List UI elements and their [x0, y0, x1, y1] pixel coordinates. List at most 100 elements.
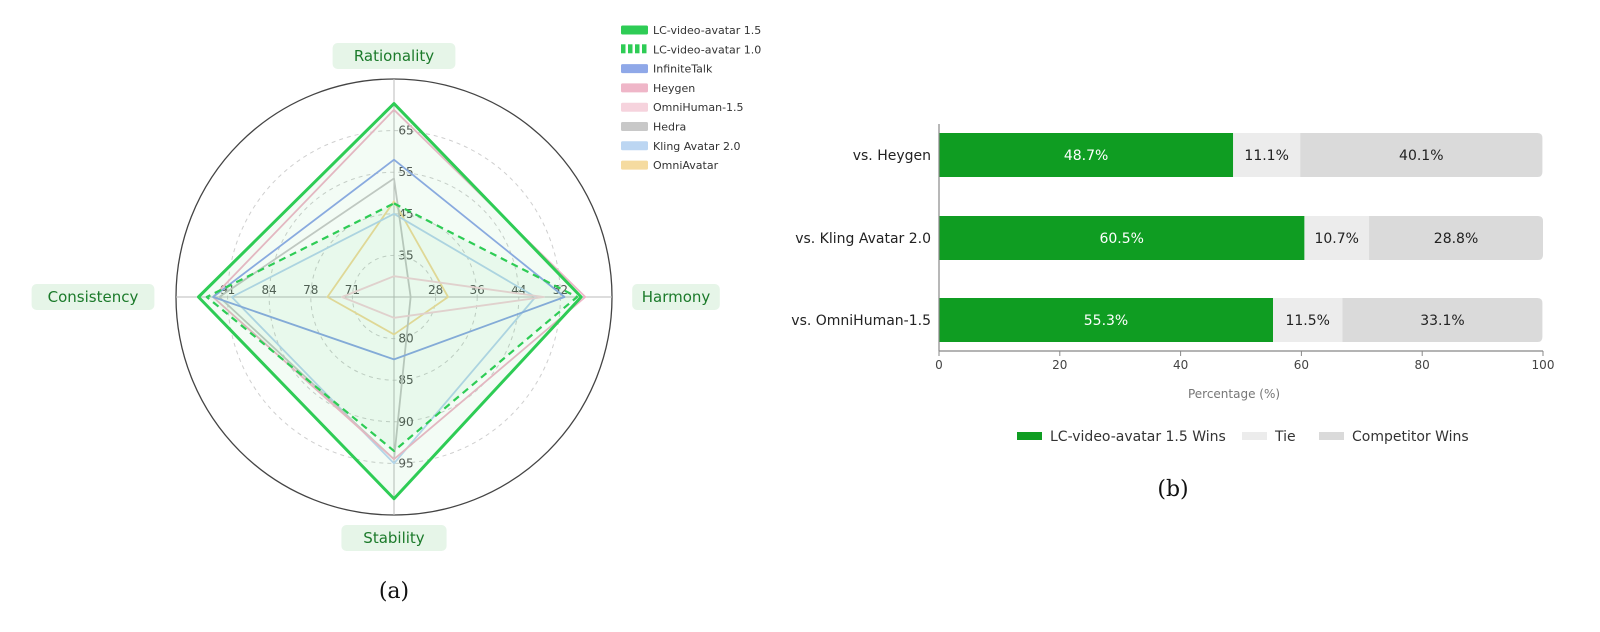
bar-vs-omnihuman-1-5-lc-video-avatar-1-5-wins — [939, 298, 1274, 342]
radar-caption: (a) — [379, 579, 409, 604]
bar-vs-heygen-lc-video-avatar-1-5-wins — [939, 133, 1234, 177]
bar-label-vs-kling-avatar-2-0-competitor-wins: 28.8% — [1434, 231, 1478, 247]
radar-tick-stability-95: 95 — [398, 456, 413, 470]
radar-legend-item-hedra: Hedra — [621, 121, 686, 134]
radar-series-kling-avatar-2-0 — [230, 212, 537, 465]
bar-legend: LC-video-avatar 1.5 Wins Tie Competitor Wi… — [1017, 429, 1469, 445]
radar-legend-item-infinitetalk: InfiniteTalk — [621, 63, 713, 76]
bar-label-vs-heygen-tie: 11.1% — [1244, 148, 1288, 164]
radar-tick-rationality-35: 35 — [398, 248, 413, 262]
bar-legend-label: LC-video-avatar 1.5 Wins — [1050, 429, 1226, 445]
radar-axis-pill-bg — [632, 284, 720, 310]
radar-grid — [175, 78, 613, 516]
bar-label-vs-kling-avatar-2-0-tie: 10.7% — [1314, 231, 1358, 247]
bar-label-vs-omnihuman-1-5-competitor-wins: 33.1% — [1420, 313, 1464, 329]
radar-legend-label: Kling Avatar 2.0 — [653, 140, 740, 153]
bar-x-axis-label: Percentage (%) — [1188, 387, 1280, 401]
bar-vs-kling-avatar-2-0-competitor-wins — [1369, 216, 1543, 260]
bar-label-vs-omnihuman-1-5-tie: 11.5% — [1285, 313, 1329, 329]
bar-label-vs-omnihuman-1-5-lc-video-avatar-1-5-wins: 55.3% — [1084, 313, 1128, 329]
bar-category-vs-heygen: vs. Heygen — [853, 148, 931, 164]
bar-legend-label: Competitor Wins — [1352, 429, 1469, 445]
radar-legend-label: Heygen — [653, 82, 695, 95]
radar-legend-item-lc-video-avatar-1-0: LC-video-avatar 1.0 — [621, 43, 761, 56]
bar-legend-item-tie: Tie — [1242, 429, 1296, 445]
bar-legend-item-competitor-wins: Competitor Wins — [1319, 429, 1469, 445]
radar-legend-swatch — [621, 25, 648, 35]
bar-x-axis: 0 20 40 60 80 100 — [935, 124, 1554, 372]
bar-label-vs-heygen-competitor-wins: 40.1% — [1399, 148, 1443, 164]
radar-legend-swatch-segment — [635, 44, 640, 54]
bar-legend-label: Tie — [1274, 429, 1296, 445]
radar-axis-pill-bg — [332, 43, 456, 69]
radar-axis-label-stability: Stability — [341, 525, 447, 551]
radar-axis-pill-text: Stability — [363, 529, 425, 547]
radar-legend-label: Hedra — [653, 121, 686, 134]
radar-legend-item-omnihuman-1-5: OmniHuman-1.5 — [621, 101, 744, 114]
radar-axis-labels: Rationality Harmony Stability Consistency — [31, 43, 720, 551]
radar-legend-label: LC-video-avatar 1.5 — [653, 24, 761, 37]
bar-legend-swatch — [1242, 432, 1267, 440]
radar-axis-label-rationality: Rationality — [332, 43, 456, 69]
bar-x-tick-0: 0 — [935, 358, 943, 372]
radar-axis-pill-bg — [31, 284, 155, 310]
radar-legend: LC-video-avatar 1.5 LC-video-avatar 1.0 In… — [621, 24, 761, 172]
radar-legend-swatch-segment — [621, 44, 626, 54]
bar-legend-swatch — [1319, 432, 1344, 440]
bar-vs-heygen-tie — [1233, 133, 1301, 177]
radar-legend-item-omniavatar: OmniAvatar — [621, 159, 719, 172]
radar-tick-consistency-78: 78 — [303, 283, 318, 297]
bar-vs-omnihuman-1-5-tie — [1273, 298, 1343, 342]
radar-tick-consistency-84: 84 — [262, 283, 277, 297]
bar-vs-kling-avatar-2-0-tie — [1304, 216, 1370, 260]
radar-legend-swatch — [621, 122, 648, 131]
bar-category-vs-kling-avatar-2-0: vs. Kling Avatar 2.0 — [795, 231, 931, 247]
bar-legend-swatch — [1017, 432, 1042, 440]
bar-series-group: 48.7% 11.1% 40.1% 60.5% 10.7% 28.8% 55.3% 11.5%… — [939, 133, 1543, 342]
radar-legend-label: InfiniteTalk — [653, 63, 713, 76]
radar-tick-stability-90: 90 — [398, 415, 413, 429]
bar-category-vs-omnihuman-1-5: vs. OmniHuman-1.5 — [791, 313, 931, 329]
radar-tick-rationality-55: 55 — [398, 165, 413, 179]
bar-label-vs-kling-avatar-2-0-lc-video-avatar-1-5-wins: 60.5% — [1099, 231, 1143, 247]
radar-legend-swatch — [621, 83, 648, 93]
radar-legend-swatch — [621, 141, 648, 151]
bar-legend-item-lc-video-avatar-1-5-wins: LC-video-avatar 1.5 Wins — [1017, 429, 1226, 445]
bar-label-vs-heygen-lc-video-avatar-1-5-wins: 48.7% — [1064, 148, 1108, 164]
bar-category-labels: vs. Heygen vs. Kling Avatar 2.0 vs. OmniHu… — [791, 148, 931, 329]
bar-chart: vs. Heygen vs. Kling Avatar 2.0 vs. OmniHu… — [791, 124, 1554, 502]
radar-legend-swatch-segment — [642, 44, 647, 54]
bar-x-tick-20: 20 — [1052, 358, 1067, 372]
radar-axis-pill-text: Rationality — [354, 47, 434, 65]
radar-legend-swatch — [621, 102, 648, 112]
radar-chart: 35455565283644528085909571788491 Rationa… — [31, 24, 761, 604]
radar-legend-item-lc-video-avatar-1-5: LC-video-avatar 1.5 — [621, 24, 761, 37]
bar-x-tick-80: 80 — [1415, 358, 1430, 372]
radar-series-group — [196, 102, 587, 501]
radar-legend-swatch — [621, 64, 648, 74]
radar-legend-swatch-segment — [628, 44, 633, 54]
radar-tick-rationality-65: 65 — [398, 124, 413, 138]
radar-legend-item-kling-avatar-2-0: Kling Avatar 2.0 — [621, 140, 740, 153]
radar-series-lc-video-avatar-1-5 — [196, 102, 583, 501]
radar-series-infinitetalk — [212, 158, 566, 361]
radar-axis-pill-text: Consistency — [48, 288, 139, 306]
bar-vs-heygen-competitor-wins — [1300, 133, 1543, 177]
radar-series-omniavatar — [326, 200, 449, 336]
bar-x-tick-60: 60 — [1294, 358, 1309, 372]
radar-axis-label-harmony: Harmony — [632, 284, 720, 310]
radar-legend-swatch — [621, 160, 648, 170]
radar-series-omnihuman-1-5 — [341, 275, 545, 319]
bar-x-tick-100: 100 — [1532, 358, 1555, 372]
bar-vs-kling-avatar-2-0-lc-video-avatar-1-5-wins — [939, 216, 1305, 260]
radar-legend-item-heygen: Heygen — [621, 82, 695, 95]
radar-series-lc-video-avatar-1-0 — [205, 202, 579, 453]
bar-vs-omnihuman-1-5-competitor-wins — [1342, 298, 1543, 342]
radar-legend-label: OmniHuman-1.5 — [653, 101, 744, 114]
bar-x-tick-40: 40 — [1173, 358, 1188, 372]
bar-caption: (b) — [1157, 477, 1188, 502]
radar-axis-label-consistency: Consistency — [31, 284, 155, 310]
radar-legend-label: LC-video-avatar 1.0 — [653, 43, 761, 56]
radar-axis-pill-text: Harmony — [642, 288, 711, 306]
radar-legend-label: OmniAvatar — [653, 159, 719, 172]
